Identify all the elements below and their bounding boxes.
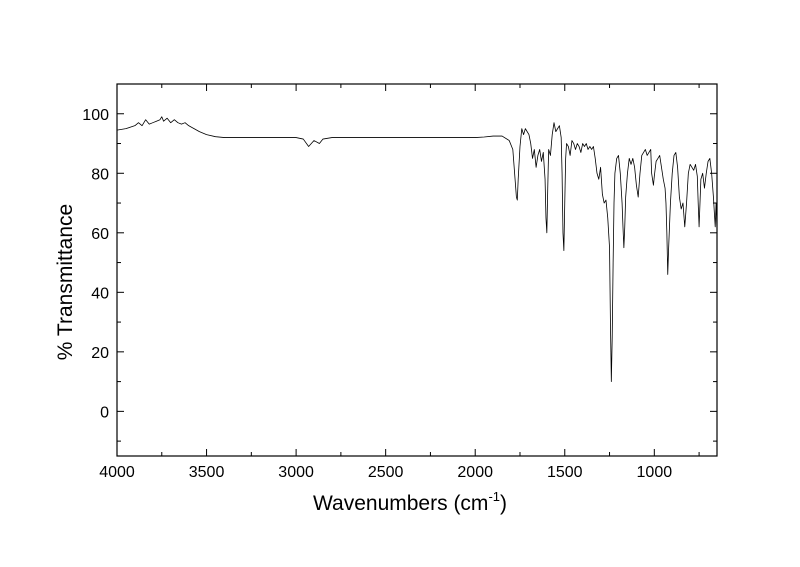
y-tick-label: 80 [91, 166, 109, 183]
x-tick-label: 2500 [368, 464, 404, 481]
x-axis-title-main: Wavenumbers (cm [313, 492, 488, 515]
x-tick-label: 1500 [547, 464, 583, 481]
tick-labels-layer: 4000 3500 3000 2500 2000 1500 1000 0 20 40 60 80 100 [82, 107, 672, 481]
x-tick-label: 3000 [278, 464, 314, 481]
y-tick-label: 0 [100, 404, 109, 421]
spectrum-line [116, 116, 718, 382]
x-tick-label: 2000 [457, 464, 493, 481]
y-tick-label: 20 [91, 345, 109, 362]
y-tick-label: 60 [91, 226, 109, 243]
y-axis-title: % Transmittance [54, 204, 77, 360]
y-tick-label: 100 [82, 107, 109, 124]
x-tick-label: 3500 [189, 464, 225, 481]
plot-frame [116, 83, 718, 457]
x-tick-label: 1000 [637, 464, 673, 481]
x-axis-title: Wavenumbers (cm-1) [313, 489, 507, 515]
x-axis-title-suffix: ) [500, 492, 507, 515]
x-axis-title-superscript: -1 [488, 489, 500, 504]
y-tick-label: 40 [91, 285, 109, 302]
ticks-layer [116, 83, 717, 456]
x-tick-label: 4000 [99, 464, 135, 481]
